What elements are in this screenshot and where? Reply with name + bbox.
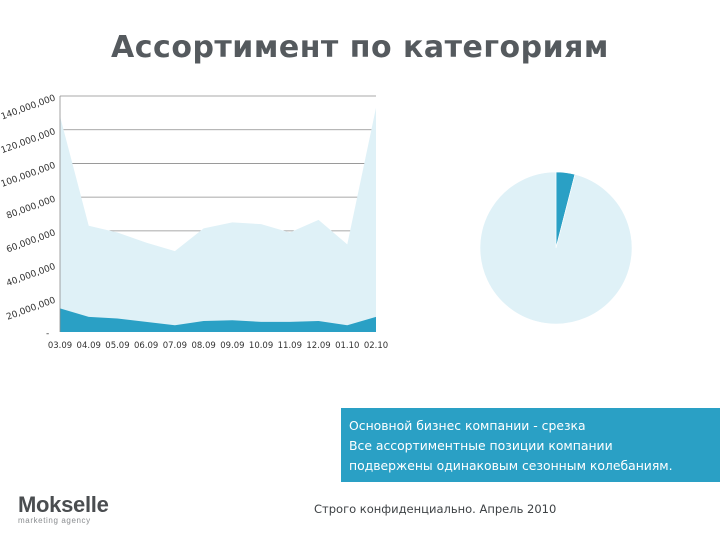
- pie-chart: [479, 171, 633, 325]
- footer-confidential: Строго конфиденциально. Апрель 2010: [314, 502, 557, 516]
- summary-box: Основной бизнес компании - срезка Все ас…: [341, 408, 720, 482]
- logo-name: Mokselle: [18, 492, 109, 517]
- area-series-base: [60, 308, 376, 332]
- x-tick-label: 06.09: [134, 341, 158, 351]
- company-logo: Mokselle marketing agency: [18, 492, 109, 526]
- page-title: Ассортимент по категориям: [111, 30, 609, 65]
- y-tick-label: 20,000,000: [5, 296, 57, 323]
- x-tick-label: 02.10: [364, 341, 388, 351]
- area-series-total: [60, 107, 376, 332]
- y-tick-label: -: [46, 329, 49, 339]
- x-tick-label: 10.09: [249, 341, 273, 351]
- y-tick-label: 80,000,000: [5, 194, 57, 221]
- x-tick-label: 11.09: [278, 341, 302, 351]
- x-tick-label: 08.09: [191, 341, 215, 351]
- x-tick-label: 04.09: [77, 341, 101, 351]
- y-tick-label: 120,000,000: [0, 127, 57, 156]
- summary-line-1: Основной бизнес компании - срезка: [349, 418, 586, 433]
- y-tick-label: 140,000,000: [0, 93, 57, 122]
- y-tick-label: 40,000,000: [5, 262, 57, 289]
- x-tick-label: 05.09: [105, 341, 129, 351]
- x-tick-label: 01.10: [335, 341, 359, 351]
- x-tick-label: 12.09: [306, 341, 330, 351]
- y-tick-label: 60,000,000: [5, 228, 57, 255]
- y-tick-label: 100,000,000: [0, 161, 57, 190]
- x-tick-label: 03.09: [48, 341, 72, 351]
- summary-line-2: Все ассортиментные позиции компании: [349, 438, 613, 453]
- pie-slice: [479, 171, 633, 325]
- summary-line-3: подвержены одинаковым сезонным колебания…: [349, 458, 673, 473]
- logo-tagline: marketing agency: [18, 516, 91, 525]
- area-chart: - 20,000,000 40,000,000 60,000,000 80,000,00…: [0, 93, 388, 351]
- x-tick-label: 07.09: [163, 341, 187, 351]
- x-tick-label: 09.09: [220, 341, 244, 351]
